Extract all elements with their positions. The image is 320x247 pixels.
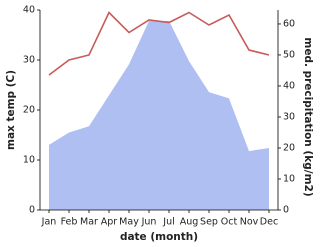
y2-tick-label: 30 xyxy=(283,111,295,122)
y2-tick-label: 60 xyxy=(283,18,295,29)
y2-tick-label: 0 xyxy=(283,205,289,216)
y2-tick-label: 50 xyxy=(283,49,295,60)
x-tick-label: Jan xyxy=(41,217,57,228)
x-tick-label: Aug xyxy=(180,217,199,228)
y2-tick-label: 40 xyxy=(283,80,295,91)
x-tick-label: Jun xyxy=(141,217,157,228)
x-tick-label: Sep xyxy=(200,217,218,228)
y-tick-label: 20 xyxy=(23,105,35,116)
y2-tick-label: 20 xyxy=(283,142,295,153)
x-tick-label: May xyxy=(119,217,139,228)
x-tick-label: Oct xyxy=(221,217,238,228)
y-axis-label: max temp (C) xyxy=(5,70,17,150)
y2-tick-label: 10 xyxy=(283,173,295,184)
temperature-line xyxy=(48,11,270,76)
y2-axis-label: med. precipitation (kg/m2) xyxy=(302,37,314,196)
x-tick-label: Mar xyxy=(80,217,98,228)
x-tick-label: Apr xyxy=(101,217,118,228)
x-tick-label: Nov xyxy=(240,217,259,228)
precipitation-area xyxy=(49,20,269,211)
y-tick-label: 0 xyxy=(29,205,35,216)
y-tick-label: 10 xyxy=(23,155,35,166)
x-tick-label: Dec xyxy=(260,217,278,228)
x-tick-label: Jul xyxy=(162,217,174,228)
y-tick-label: 40 xyxy=(23,5,35,16)
x-tick-label: Feb xyxy=(61,217,78,228)
y-tick-label: 30 xyxy=(23,55,35,66)
x-axis-label: date (month) xyxy=(120,231,198,243)
